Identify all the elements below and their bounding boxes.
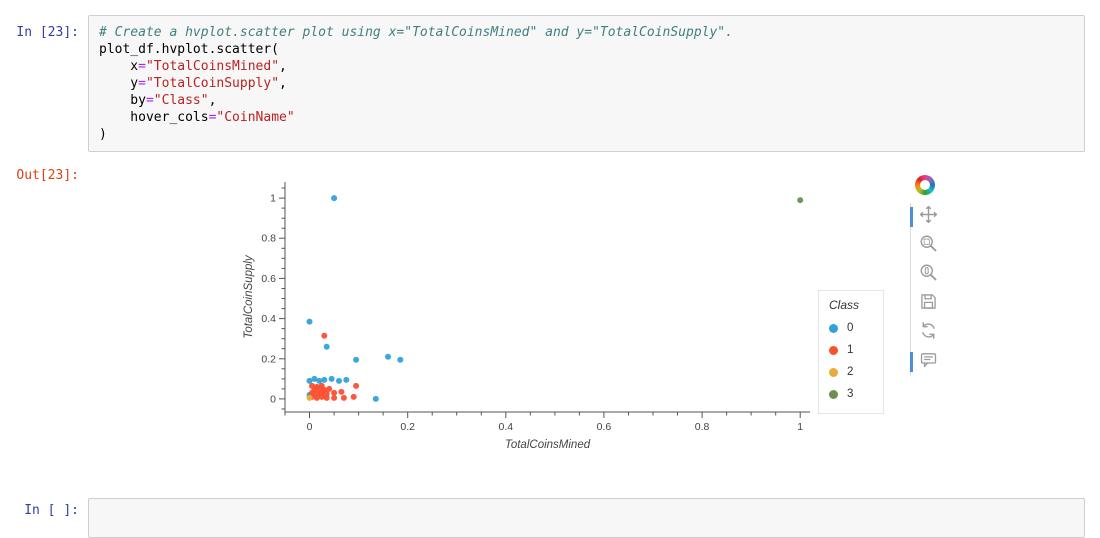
legend-label: 1 [847,344,854,356]
bokeh-logo-icon[interactable] [915,175,935,195]
input-prompt: In [23]: [16,25,79,40]
x-tick-label: 0.8 [695,421,710,433]
code-editor[interactable]: # Create a hvplot.scatter plot using x="… [88,15,1085,152]
scatter-point[interactable] [331,394,338,401]
legend-item: 2 [829,361,873,383]
y-tick-label: 0 [270,393,276,405]
legend-item: 0 [829,317,873,339]
scatter-point[interactable] [313,394,320,401]
scatter-point[interactable] [306,394,313,401]
scatter-point[interactable] [311,375,318,382]
y-tick-label: 0.4 [261,313,276,325]
x-tick-label: 0.4 [498,421,513,433]
scatter-point[interactable] [385,353,391,360]
x-tick-label: 0.2 [400,421,415,433]
scatter-point[interactable] [350,393,357,400]
legend-title: Class [829,298,860,312]
next-cell: In [ ]: [0,498,1100,538]
wheel-zoom-tool-button[interactable] [917,263,941,287]
empty-code-editor[interactable] [88,498,1085,538]
scatter-point[interactable] [323,343,330,350]
reset-icon [918,320,939,346]
y-tick-label: 0.8 [261,233,276,245]
y-tick-label: 0.6 [261,273,276,285]
bokeh-tools [909,203,941,376]
legend: Class 0 1 2 3 [818,290,884,414]
legend-swatch [829,345,838,355]
pan-icon [918,204,939,230]
scatter-point[interactable] [338,388,345,395]
bokeh-toolbar [908,175,942,376]
scatter-point[interactable] [328,375,335,382]
box-zoom-tool-button[interactable] [917,234,941,258]
x-axis-label: TotalCoinsMined [505,439,591,451]
scatter-point[interactable] [321,376,328,383]
scatter-point[interactable] [306,377,313,384]
scatter-point[interactable] [321,332,328,339]
legend-swatch [829,367,838,377]
reset-tool-button[interactable] [917,321,941,345]
scatter-point[interactable] [306,318,313,325]
hover-icon [918,349,939,375]
x-tick-label: 1 [797,421,803,433]
output-cell: Out[23]: 0 0.2 0.4 0.6 0.8 1 0 0.2 0.4 0.6 0.8 1 Tot… [0,165,1100,459]
scatter-point[interactable] [316,377,323,384]
scatter-point[interactable] [331,389,338,396]
next-input-prompt: In [ ]: [24,503,79,518]
scatter-point[interactable] [318,393,325,400]
scatter-point[interactable] [353,356,360,363]
scatter-point[interactable] [372,395,379,402]
bokeh-plot: 0 0.2 0.4 0.6 0.8 1 0 0.2 0.4 0.6 0.8 1 TotalCoinsMi… [240,172,940,459]
hover-tool-button[interactable] [909,349,941,375]
legend-swatch [829,389,838,399]
scatter-point[interactable] [343,376,350,383]
legend-item: 1 [829,339,873,361]
x-tick-label: 0 [307,421,313,433]
legend-items: 0 1 2 3 [829,317,873,405]
scatter-point[interactable] [340,394,347,401]
legend-label: 3 [847,388,854,400]
legend-swatch [829,323,838,333]
input-cell: In [23]: # Create a hvplot.scatter plot … [0,0,1100,152]
scatter-svg[interactable]: 0 0.2 0.4 0.6 0.8 1 0 0.2 0.4 0.6 0.8 1 TotalCoinsMi… [240,172,940,459]
box-zoom-icon [918,233,939,259]
scatter-point[interactable] [397,356,404,363]
scatter-point[interactable] [323,394,330,401]
scatter-point[interactable] [797,197,804,204]
output-prompt: Out[23]: [16,168,79,183]
y-tick-label: 1 [270,193,276,205]
legend-item: 3 [829,383,873,405]
legend-label: 0 [847,322,854,334]
y-axis-label: TotalCoinSupply [243,254,255,339]
scatter-point[interactable] [326,385,333,392]
y-tick-label: 0.2 [261,353,276,365]
scatter-point[interactable] [331,195,338,202]
scatter-point[interactable] [353,382,360,389]
x-tick-label: 0.6 [597,421,612,433]
pan-tool-button[interactable] [909,204,941,230]
code-content: # Create a hvplot.scatter plot using x="… [99,25,733,142]
legend-label: 2 [847,366,854,378]
scatter-point[interactable] [336,377,342,384]
wheel-zoom-icon [918,262,939,288]
save-tool-button[interactable] [917,292,941,316]
save-icon [918,291,939,317]
